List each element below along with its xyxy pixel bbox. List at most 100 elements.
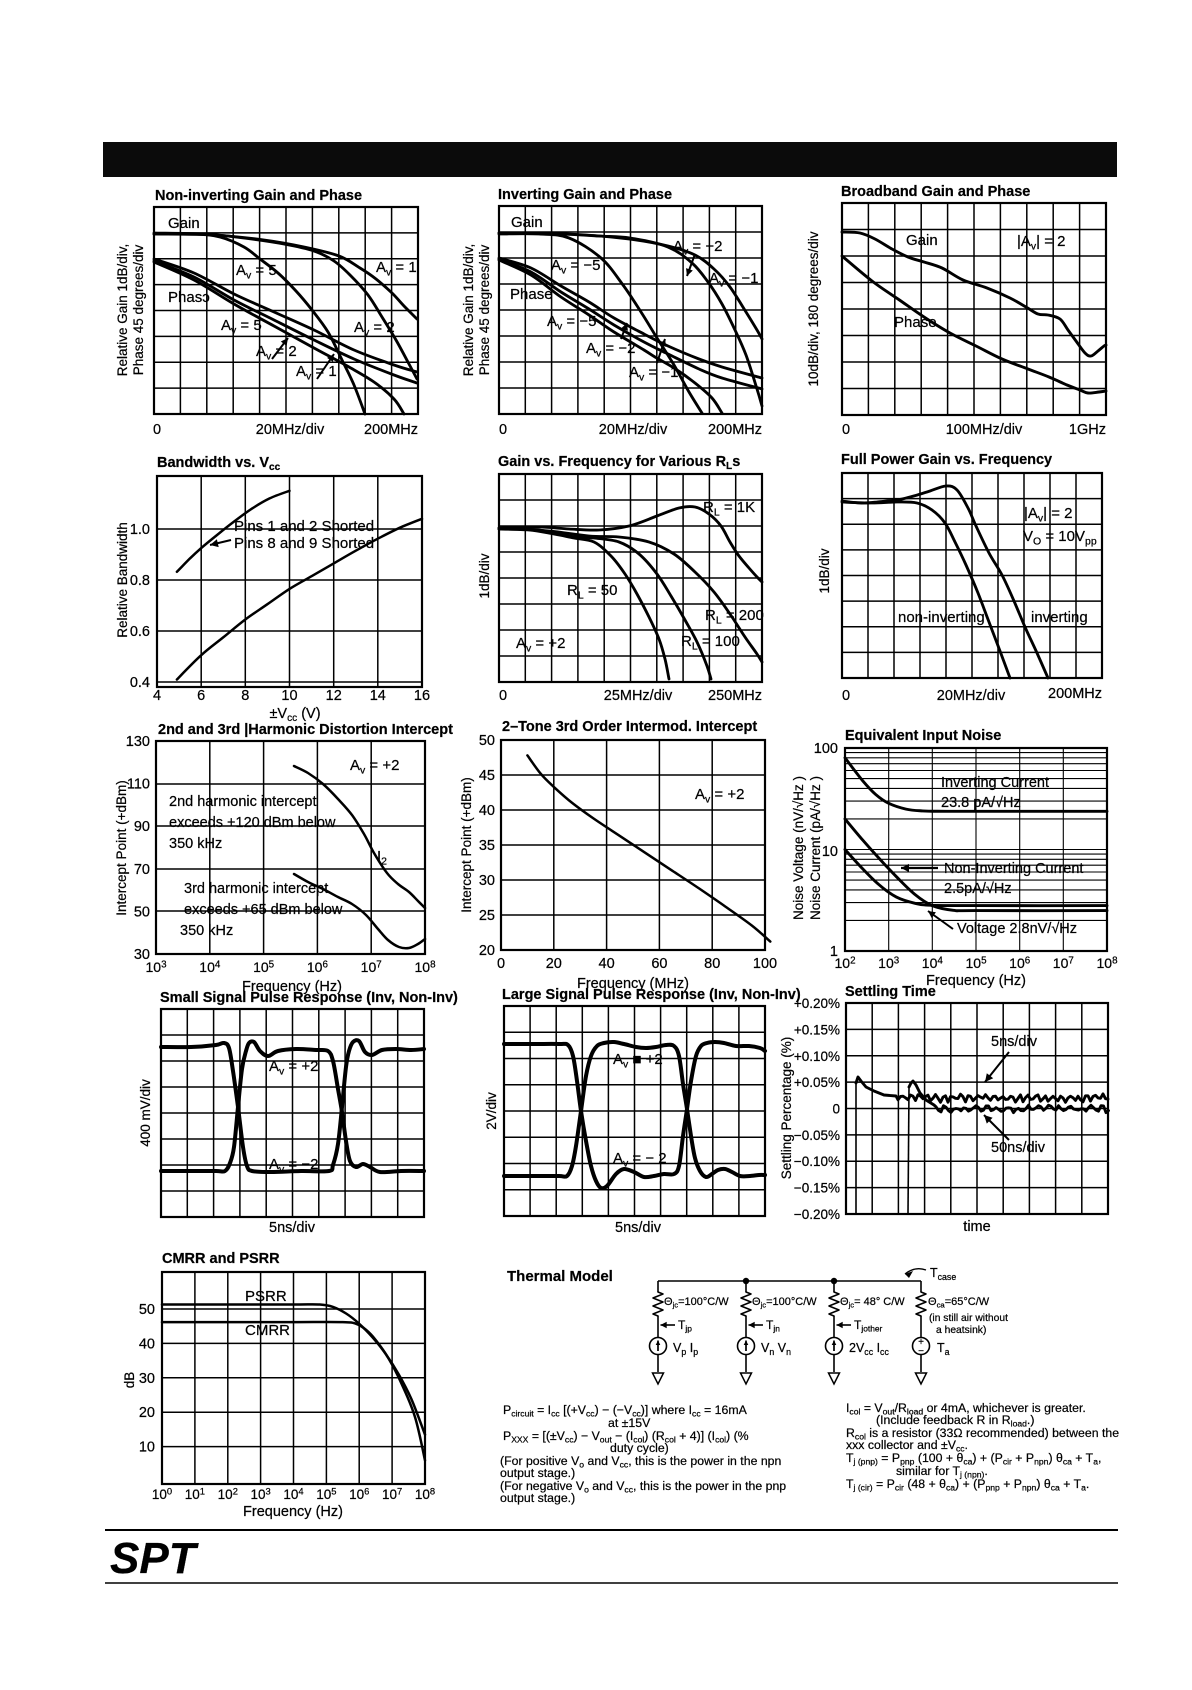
svg-text:Phase: Phase [894,314,937,331]
svg-text:0.6: 0.6 [130,624,150,640]
svg-text:Av​ = −1: Av​ = −1 [709,270,758,289]
svg-text:20MHz/div: 20MHz/div [256,422,325,438]
svg-text:(For negative Vo​ and Vcc​, th: (For negative Vo​ and Vcc​, this is the … [500,1479,786,1495]
svg-text:RL​ = 1K: RL​ = 1K [703,499,755,518]
svg-text:Voltage 2.8nV/√Hz: Voltage 2.8nV/√Hz [957,921,1077,937]
svg-text:25: 25 [479,908,495,924]
svg-text:0: 0 [497,956,505,972]
svg-text:2Vcc​ Icc​: 2Vcc​ Icc​ [849,1341,889,1357]
svg-text:0: 0 [832,1102,840,1117]
svg-text:250MHz: 250MHz [708,688,762,704]
svg-text:+0.15%: +0.15% [794,1022,840,1037]
svg-text:5ns/div: 5ns/div [991,1034,1038,1050]
svg-text:1dB/div: 1dB/div [477,553,492,598]
svg-text:|Av​| = 2: |Av​| = 2 [1017,233,1066,252]
svg-text:Gain vs. Frequency for Various: Gain vs. Frequency for Various RL​s [498,454,740,472]
svg-text:0: 0 [842,422,850,438]
svg-text:50: 50 [134,904,150,920]
svg-text:RL​ = 50: RL​ = 50 [567,582,617,601]
svg-text:−: − [918,1346,924,1357]
svg-text:12: 12 [326,688,342,704]
svg-text:±Vcc​ (V): ±Vcc​ (V) [269,706,320,724]
svg-text:104​: 104​ [199,959,221,975]
svg-text:2nd and 3rd |Harmonic Distorti: 2nd and 3rd |Harmonic Distortion Interce… [158,722,453,738]
svg-text:Θjc​=100°C/W: Θjc​=100°C/W [752,1296,817,1309]
svg-text:Gain: Gain [906,232,938,249]
svg-text:exceeds +65 dBm below: exceeds +65 dBm below [184,902,343,918]
svg-text:Inverting Current: Inverting Current [941,775,1049,791]
svg-text:xxx collector and ±Vcc​.: xxx collector and ±Vcc​. [846,1438,968,1454]
svg-text:CMRR: CMRR [245,1322,290,1339]
svg-text:CMRR and PSRR: CMRR and PSRR [162,1251,280,1267]
svg-text:exceeds +120 dBm below: exceeds +120 dBm below [169,815,336,831]
svg-text:80: 80 [704,956,720,972]
svg-text:200MHz: 200MHz [364,422,418,438]
svg-text:6: 6 [197,688,205,704]
svg-text:Pins 8 and 9 Shorted: Pins 8 and 9 Shorted [234,535,374,552]
svg-text:+: + [918,1337,924,1348]
svg-text:10: 10 [822,844,838,860]
svg-text:30: 30 [134,947,150,963]
svg-text:Relative Gain 1dB/div,: Relative Gain 1dB/div, [461,244,476,377]
svg-text:30: 30 [139,1371,155,1387]
svg-text:Frequency (MHz): Frequency (MHz) [577,976,689,992]
svg-text:Frequency (Hz): Frequency (Hz) [242,979,342,995]
svg-text:Gain: Gain [168,215,200,232]
svg-text:50ns/div: 50ns/div [991,1140,1046,1156]
svg-text:Av​ ■ +2: Av​ ■ +2 [613,1051,663,1070]
svg-text:Noise Current (pA/√Hz ): Noise Current (pA/√Hz ) [808,776,823,920]
svg-text:200MHz: 200MHz [1048,686,1102,702]
svg-text:Noise Voltage (nV/√Hz ): Noise Voltage (nV/√Hz ) [791,776,806,920]
svg-text:Settling Percentage (%): Settling Percentage (%) [779,1037,794,1180]
svg-text:Pcircuit​ = Icc​ [(+Vcc​) − (−: Pcircuit​ = Icc​ [(+Vcc​) − (−Vcc​)] whe… [503,1403,748,1419]
svg-text:output stage.): output stage.) [500,1466,575,1480]
svg-text:Av​ = +2: Av​ = +2 [516,635,565,654]
svg-text:Inverting Gain and Phase: Inverting Gain and Phase [498,187,672,203]
svg-text:20MHz/div: 20MHz/div [599,422,668,438]
svg-text:Av​ = −5: Av​ = −5 [551,257,600,276]
svg-text:0: 0 [153,422,161,438]
svg-text:25MHz/div: 25MHz/div [604,688,673,704]
svg-text:Av​ = − 2: Av​ = − 2 [613,1150,667,1169]
svg-text:Intercept Point (+dBm): Intercept Point (+dBm) [114,780,129,915]
svg-text:0: 0 [499,422,507,438]
svg-text:Vp​ Ip​: Vp​ Ip​ [673,1341,698,1357]
svg-text:20MHz/div: 20MHz/div [937,688,1006,704]
svg-text:Av​ = 5: Av​ = 5 [221,317,262,336]
svg-text:20: 20 [546,956,562,972]
svg-text:Icol​ = Vout​/Rload​ or 4mA, w: Icol​ = Vout​/Rload​ or 4mA, whichever i… [846,1401,1086,1417]
svg-text:Vn​ Vn​: Vn​ Vn​ [761,1341,791,1357]
svg-text:PSRR: PSRR [245,1288,287,1305]
svg-text:35: 35 [479,838,495,854]
svg-text:inverting: inverting [1031,609,1088,626]
svg-text:SPT: SPT [110,1534,199,1583]
svg-text:RL​ = 100: RL​ = 100 [681,633,740,652]
svg-text:Settling Time: Settling Time [845,984,936,1000]
svg-text:Θjc​=100°C/W: Θjc​=100°C/W [664,1296,729,1309]
svg-text:2–Tone 3rd Order Intermod. Int: 2–Tone 3rd Order Intermod. Intercept [502,719,757,735]
svg-text:+0.10%: +0.10% [794,1049,840,1064]
svg-text:0.8: 0.8 [130,573,150,589]
svg-text:Large Signal Pulse Response (: Large Signal Pulse Response (Inv, Non-In… [502,987,801,1003]
svg-text:Av​ = −2: Av​ = −2 [269,1156,318,1175]
svg-text:200MHz: 200MHz [708,422,762,438]
svg-text:Relative Gain 1dB/div,: Relative Gain 1dB/div, [115,244,130,377]
svg-text:16: 16 [414,688,430,704]
svg-text:100: 100 [753,956,777,972]
svg-text:50: 50 [479,733,495,749]
svg-text:4: 4 [153,688,161,704]
svg-text:100MHz/div: 100MHz/div [946,422,1023,438]
svg-text:1dB/div: 1dB/div [817,548,832,593]
svg-text:−0.05%: −0.05% [794,1128,840,1143]
svg-text:Av​ = 1: Av​ = 1 [376,259,417,278]
svg-text:40: 40 [599,956,615,972]
svg-text:2nd harmonic intercept: 2nd harmonic intercept [169,794,317,810]
svg-text:1GHz: 1GHz [1069,422,1106,438]
svg-text:14: 14 [370,688,386,704]
svg-text:Av​ = −1: Av​ = −1 [629,364,678,383]
svg-text:Thermal Model: Thermal Model [507,1268,613,1285]
svg-text:20: 20 [479,943,495,959]
svg-text:Intercept Point (+dBm): Intercept Point (+dBm) [459,777,474,912]
svg-text:Av​ = +2: Av​ = +2 [350,757,399,776]
svg-text:Bandwidth vs. Vcc​: Bandwidth vs. Vcc​ [157,455,281,473]
